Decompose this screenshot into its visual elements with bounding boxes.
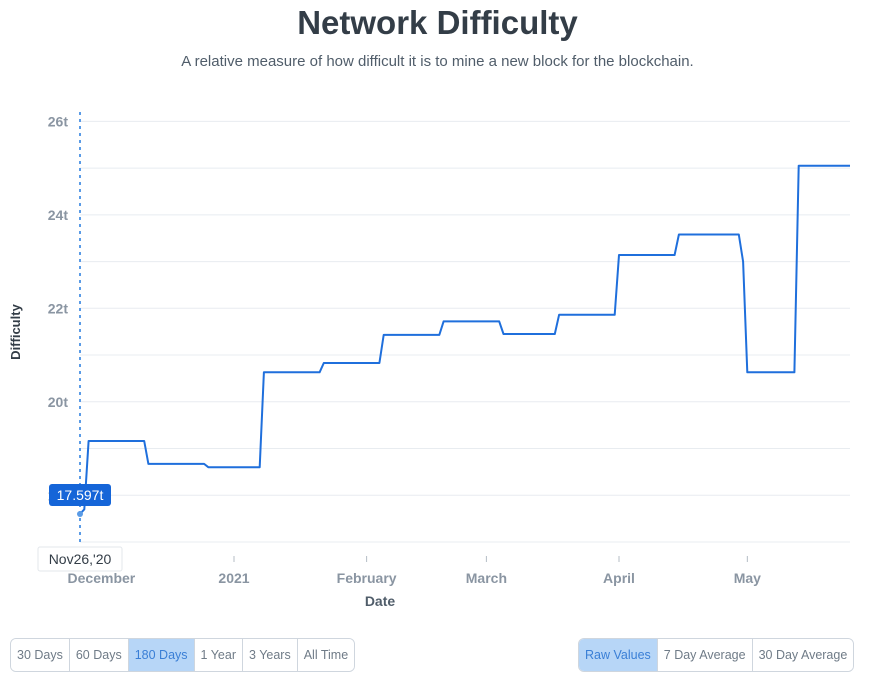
value-tooltip: 17.597t: [49, 483, 111, 506]
x-tick-label: 2021: [218, 570, 249, 586]
y-tick-label: 22t: [48, 300, 69, 316]
difficulty-chart[interactable]: 18t20t22t24t26t December2021FebruaryMarc…: [0, 0, 875, 630]
crosshair-date-label: Nov26,'20: [37, 546, 123, 572]
x-axis-ticks: December 2021 February March April May: [68, 556, 761, 586]
x-tick-label: March: [466, 570, 507, 586]
y-tick-label: 20t: [48, 394, 69, 410]
chart-grid: [80, 120, 850, 543]
range-30-days-button[interactable]: 30 Days: [11, 639, 70, 671]
x-tick-label: December: [68, 570, 136, 586]
date-label-text: Nov26,'20: [49, 551, 112, 567]
x-tick-label: May: [734, 570, 761, 586]
hover-point: [77, 510, 83, 517]
value-mode-selector: Raw Values 7 Day Average 30 Day Average: [578, 638, 855, 672]
tooltip-value: 17.597t: [57, 487, 104, 503]
time-range-selector: 30 Days 60 Days 180 Days 1 Year 3 Years …: [10, 638, 356, 672]
series-line-difficulty: [79, 164, 850, 515]
page-title: Network Difficulty: [297, 4, 578, 41]
range-180-days-button[interactable]: 180 Days: [128, 639, 195, 671]
raw-values-button[interactable]: Raw Values: [579, 639, 658, 671]
x-axis-label: Date: [365, 593, 396, 609]
date-label-box: [37, 546, 123, 572]
y-axis-label: Difficulty: [8, 303, 23, 359]
range-1-year-button[interactable]: 1 Year: [194, 639, 243, 671]
page-subtitle: A relative measure of how difficult it i…: [181, 53, 694, 70]
range-3-years-button[interactable]: 3 Years: [243, 639, 298, 671]
tooltip-box: [49, 483, 111, 506]
range-60-days-button[interactable]: 60 Days: [69, 639, 129, 671]
y-tick-label: 26t: [48, 113, 69, 129]
x-tick-label: February: [337, 570, 397, 586]
y-axis-ticks: 18t20t22t24t26t: [48, 113, 69, 503]
30-day-average-button[interactable]: 30 Day Average: [752, 639, 854, 671]
x-tick-label: April: [603, 570, 635, 586]
7-day-average-button[interactable]: 7 Day Average: [657, 639, 753, 671]
y-tick-label: 24t: [48, 207, 69, 223]
range-all-time-button[interactable]: All Time: [297, 639, 355, 671]
